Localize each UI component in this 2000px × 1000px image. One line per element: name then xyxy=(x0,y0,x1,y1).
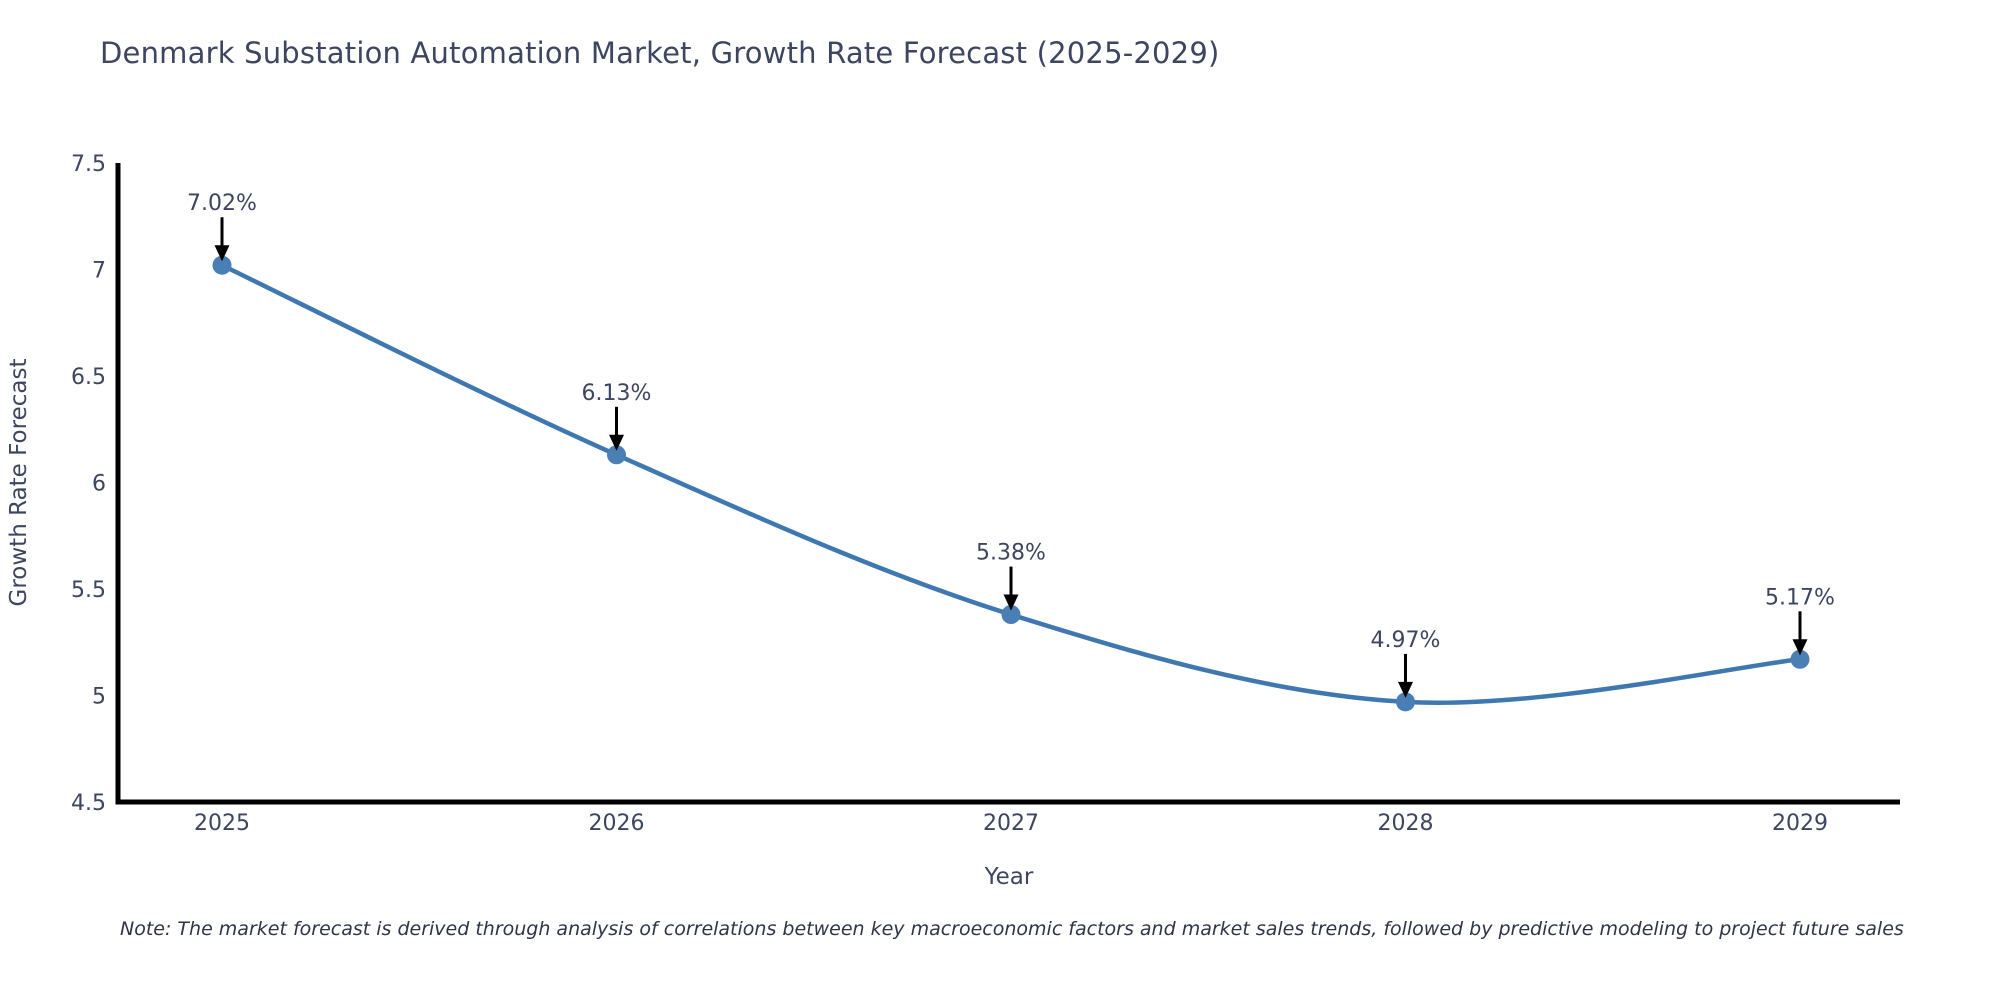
x-tick-label: 2029 xyxy=(1772,811,1828,836)
x-tick-label: 2026 xyxy=(589,811,645,836)
chart-title: Denmark Substation Automation Market, Gr… xyxy=(100,36,1220,70)
y-tick-label: 5.5 xyxy=(71,578,106,603)
x-tick-label: 2027 xyxy=(983,811,1039,836)
annotation-arrowhead xyxy=(1003,594,1019,611)
y-tick-label: 7.5 xyxy=(71,152,106,177)
data-point-2025[interactable] xyxy=(212,255,232,275)
y-tick-label: 4.5 xyxy=(71,791,106,816)
chart-footnote: Note: The market forecast is derived thr… xyxy=(120,918,1904,940)
y-axis-title: Growth Rate Forecast xyxy=(6,359,32,607)
forecast-line xyxy=(219,262,1803,705)
data-point-label: 5.38% xyxy=(976,541,1046,566)
y-tick-label: 7 xyxy=(92,259,106,284)
annotation-arrowhead xyxy=(609,434,624,451)
y-tick-label: 6.5 xyxy=(71,365,106,390)
data-point-label: 7.02% xyxy=(187,191,257,216)
y-tick-label: 6 xyxy=(92,472,106,497)
data-point-2029[interactable] xyxy=(1790,649,1810,669)
data-point-2028[interactable] xyxy=(1396,692,1415,712)
annotation-arrowhead xyxy=(1792,639,1808,656)
annotation-arrowhead xyxy=(214,245,230,262)
data-point-2026[interactable] xyxy=(607,445,626,465)
data-point-2027[interactable] xyxy=(1001,605,1021,625)
data-point-label: 5.17% xyxy=(1765,585,1835,610)
data-point-label: 4.97% xyxy=(1371,628,1441,653)
x-axis-title: Year xyxy=(984,864,1034,890)
data-point-label: 6.13% xyxy=(582,381,652,406)
x-tick-label: 2025 xyxy=(194,811,250,836)
x-tick-label: 2028 xyxy=(1378,811,1434,836)
annotation-arrowhead xyxy=(1398,681,1413,698)
y-tick-label: 5 xyxy=(92,685,106,710)
